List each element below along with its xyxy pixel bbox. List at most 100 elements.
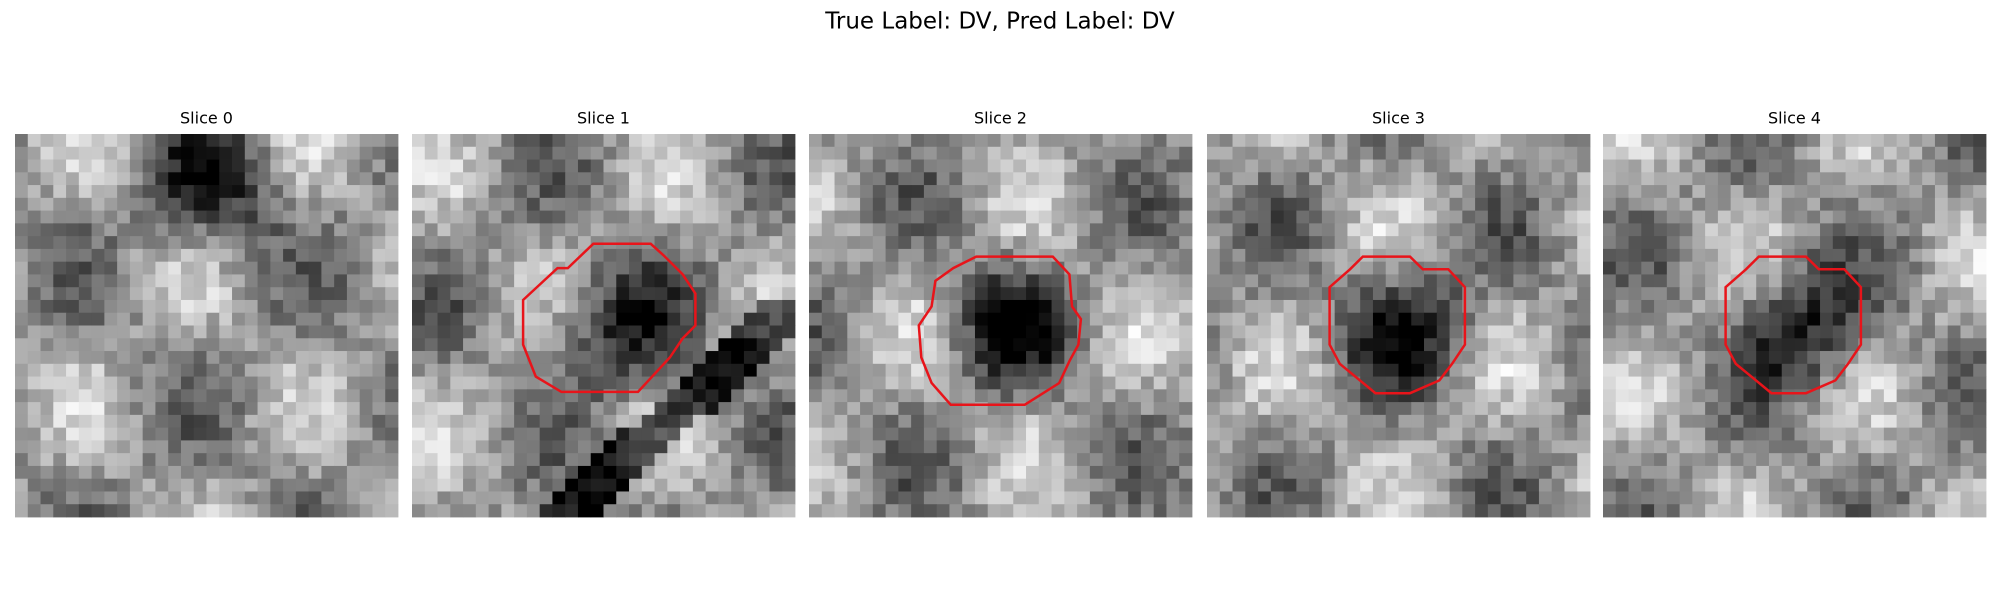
pixel [1820, 465, 1834, 480]
pixel [1615, 402, 1629, 416]
pixel [1424, 134, 1438, 148]
pixel [168, 274, 182, 288]
pixel [539, 197, 553, 211]
pixel [1089, 185, 1104, 199]
pixel [1321, 172, 1336, 186]
pixel [1551, 338, 1565, 352]
pixel [743, 274, 758, 288]
pixel [334, 504, 348, 518]
pixel [1820, 440, 1834, 454]
pixel [616, 274, 630, 288]
pixel [1115, 414, 1129, 429]
pixel [1232, 325, 1246, 339]
pixel [1166, 210, 1180, 224]
pixel [1360, 363, 1374, 377]
pixel [142, 172, 156, 186]
pixel [1603, 134, 1617, 148]
pixel [552, 299, 566, 314]
pixel [424, 351, 438, 365]
pixel [1603, 440, 1617, 454]
pixel [1794, 299, 1808, 314]
pixel [1398, 159, 1412, 173]
pixel [463, 248, 477, 263]
pixel [1449, 236, 1463, 250]
pixel [1628, 159, 1642, 173]
pixel [1064, 427, 1078, 441]
pixel [219, 414, 233, 429]
pixel [743, 159, 758, 173]
pixel [872, 376, 886, 390]
pixel [1372, 376, 1387, 390]
pixel [1654, 274, 1668, 288]
pixel [667, 223, 681, 237]
pixel [1296, 223, 1310, 237]
pixel [1140, 402, 1155, 416]
pixel [1128, 491, 1142, 505]
pixel [412, 134, 426, 148]
pixel [1896, 197, 1910, 211]
pixel [898, 287, 912, 301]
pixel [66, 440, 80, 454]
pixel [1372, 185, 1387, 199]
pixel [936, 402, 950, 416]
pixel [1398, 210, 1412, 224]
pixel [1347, 134, 1361, 148]
pixel [756, 236, 770, 250]
pixel [180, 465, 195, 480]
pixel [129, 453, 144, 467]
pixel [1947, 338, 1961, 352]
pixel [1140, 491, 1155, 505]
pixel [1858, 185, 1872, 199]
pixel [168, 223, 182, 237]
pixel [15, 478, 29, 492]
pixel [1487, 427, 1502, 441]
pixel [1436, 185, 1450, 199]
pixel [782, 351, 796, 365]
pixel [1207, 159, 1221, 173]
pixel [1883, 376, 1898, 390]
pixel [1283, 159, 1297, 173]
pixel [1140, 440, 1155, 454]
pixel [1845, 504, 1859, 518]
pixel [1705, 159, 1719, 173]
pixel [104, 376, 118, 390]
pixel [244, 440, 258, 454]
pixel [1334, 427, 1348, 441]
pixel [1334, 248, 1348, 263]
pixel [1513, 478, 1527, 492]
pixel [1128, 261, 1142, 275]
pixel [1973, 134, 1987, 148]
pixel [168, 414, 182, 429]
pixel [1321, 197, 1336, 211]
pixel [283, 338, 297, 352]
pixel [987, 210, 1001, 224]
pixel [1487, 402, 1502, 416]
pixel [104, 236, 118, 250]
pixel [552, 338, 566, 352]
pixel [1845, 465, 1859, 480]
pixel [1487, 312, 1502, 326]
pixel [654, 210, 668, 224]
pixel [1077, 197, 1091, 211]
pixel [1730, 376, 1744, 390]
pixel [1692, 363, 1706, 377]
pixel [1334, 504, 1348, 518]
pixel [1038, 197, 1052, 211]
pixel [1064, 236, 1078, 250]
pixel [385, 478, 399, 492]
pixel [1051, 223, 1065, 237]
pixel [104, 453, 118, 467]
pixel [1679, 338, 1693, 352]
pixel [1153, 504, 1167, 518]
pixel [1922, 312, 1936, 326]
pixel [283, 172, 297, 186]
pixel [1577, 427, 1591, 441]
pixel [821, 185, 835, 199]
pixel [1115, 363, 1129, 377]
pixel [1475, 261, 1489, 275]
pixel [821, 478, 835, 492]
pixel [1628, 312, 1642, 326]
pixel [731, 312, 745, 326]
pixel [629, 223, 643, 237]
pixel [1026, 261, 1040, 275]
